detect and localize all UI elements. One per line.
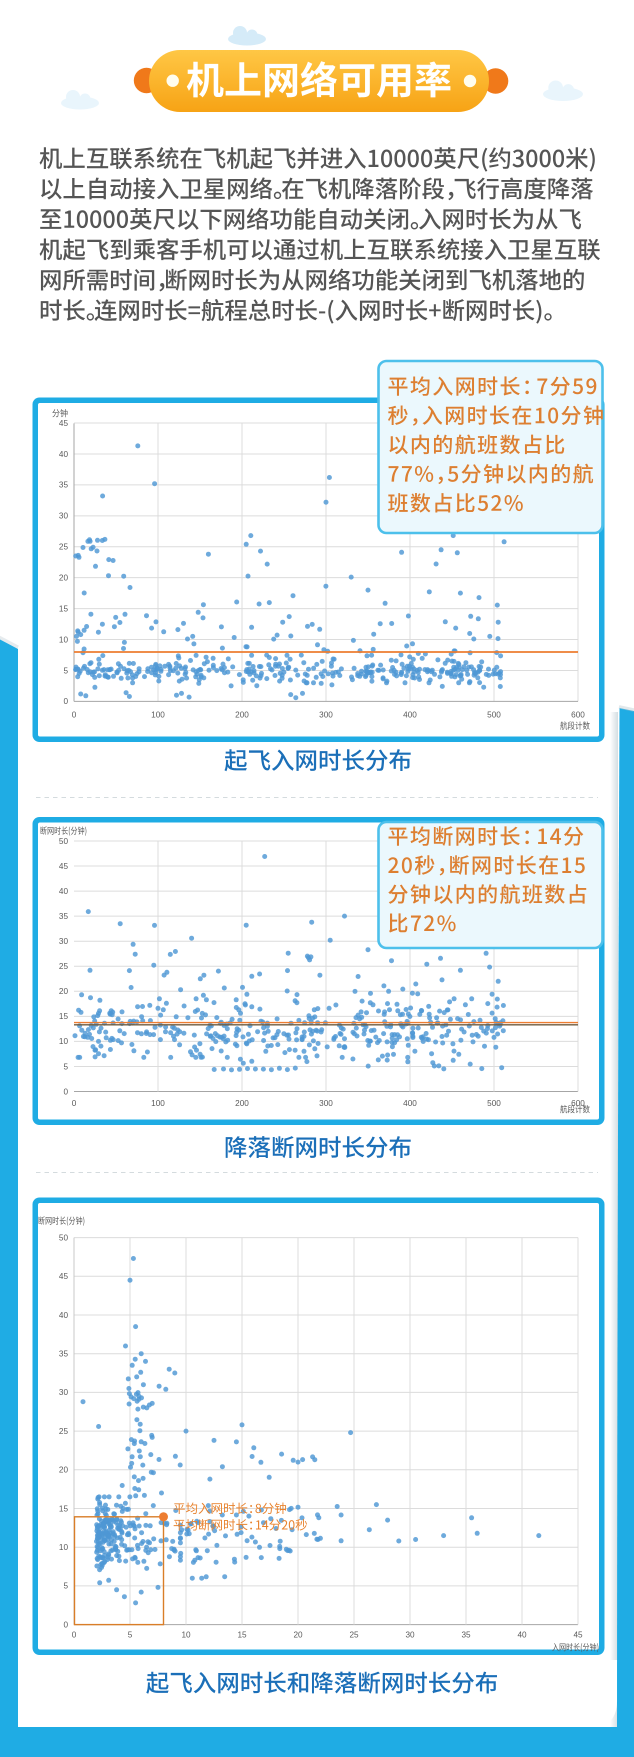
- svg-text:40: 40: [59, 887, 69, 896]
- svg-text:30: 30: [405, 1631, 415, 1640]
- svg-text:0: 0: [63, 697, 68, 706]
- svg-text:10: 10: [59, 1037, 69, 1046]
- svg-text:35: 35: [59, 1350, 69, 1359]
- svg-text:100: 100: [151, 1099, 165, 1108]
- svg-text:30: 30: [59, 1388, 69, 1397]
- svg-text:400: 400: [403, 1099, 417, 1108]
- svg-text:45: 45: [59, 862, 69, 871]
- svg-text:500: 500: [487, 711, 501, 720]
- svg-text:5: 5: [63, 666, 68, 675]
- svg-text:300: 300: [319, 711, 333, 720]
- svg-text:15: 15: [237, 1631, 247, 1640]
- svg-text:5: 5: [128, 1631, 133, 1640]
- svg-text:600: 600: [571, 711, 585, 720]
- svg-text:15: 15: [59, 1012, 69, 1021]
- svg-text:25: 25: [59, 543, 69, 552]
- svg-text:0: 0: [72, 1099, 77, 1108]
- svg-text:50: 50: [59, 837, 69, 846]
- svg-text:0: 0: [63, 1620, 68, 1629]
- svg-text:30: 30: [59, 937, 69, 946]
- svg-text:25: 25: [59, 1427, 69, 1436]
- svg-text:200: 200: [235, 711, 249, 720]
- svg-text:40: 40: [517, 1631, 527, 1640]
- svg-text:300: 300: [319, 1099, 333, 1108]
- svg-text:40: 40: [59, 450, 69, 459]
- svg-text:20: 20: [59, 987, 69, 996]
- svg-text:20: 20: [59, 573, 69, 582]
- svg-text:0: 0: [72, 1631, 77, 1640]
- svg-text:0: 0: [72, 711, 77, 720]
- svg-text:20: 20: [293, 1631, 303, 1640]
- svg-text:500: 500: [487, 1099, 501, 1108]
- svg-text:100: 100: [151, 711, 165, 720]
- svg-text:30: 30: [59, 512, 69, 521]
- svg-text:0: 0: [63, 1087, 68, 1096]
- svg-text:40: 40: [59, 1311, 69, 1320]
- svg-text:5: 5: [63, 1062, 68, 1071]
- svg-text:35: 35: [461, 1631, 471, 1640]
- svg-text:10: 10: [59, 635, 69, 644]
- svg-text:35: 35: [59, 481, 69, 490]
- svg-text:400: 400: [403, 711, 417, 720]
- svg-text:600: 600: [571, 1099, 585, 1108]
- svg-text:10: 10: [59, 1543, 69, 1552]
- svg-text:15: 15: [59, 604, 69, 613]
- svg-text:45: 45: [59, 1272, 69, 1281]
- svg-text:50: 50: [59, 1233, 69, 1242]
- svg-text:25: 25: [59, 962, 69, 971]
- svg-text:200: 200: [235, 1099, 249, 1108]
- svg-text:25: 25: [349, 1631, 359, 1640]
- svg-text:45: 45: [59, 419, 69, 428]
- svg-text:10: 10: [181, 1631, 191, 1640]
- svg-text:15: 15: [59, 1504, 69, 1513]
- svg-text:5: 5: [63, 1582, 68, 1591]
- svg-text:35: 35: [59, 912, 69, 921]
- svg-text:20: 20: [59, 1466, 69, 1475]
- svg-text:45: 45: [573, 1631, 583, 1640]
